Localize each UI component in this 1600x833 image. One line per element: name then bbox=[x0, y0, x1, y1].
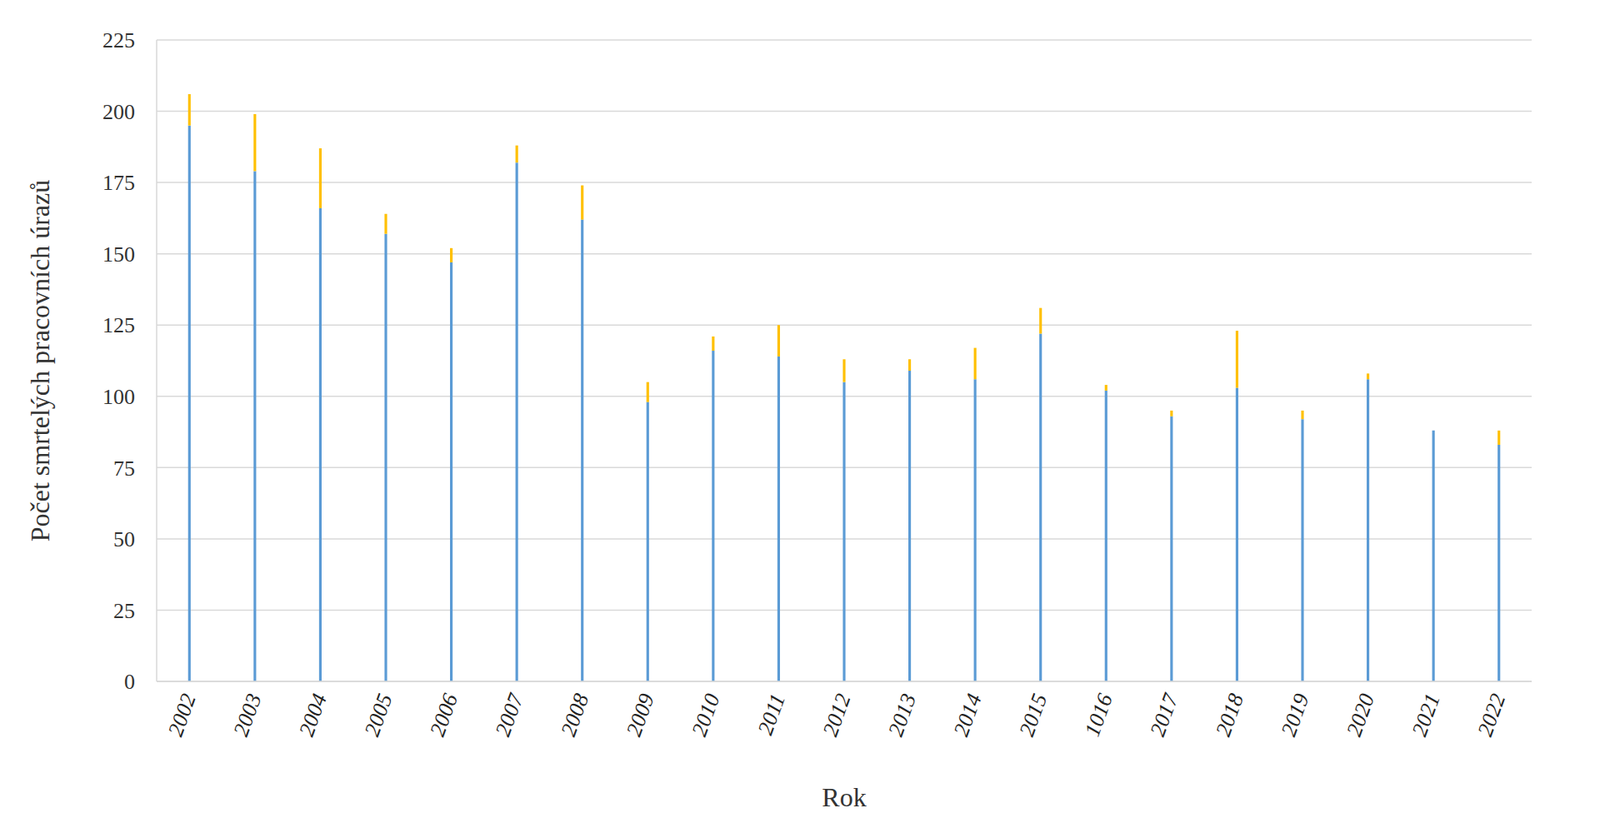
svg-text:150: 150 bbox=[102, 242, 135, 267]
svg-text:2009: 2009 bbox=[621, 690, 660, 740]
svg-text:2006: 2006 bbox=[425, 690, 463, 740]
svg-text:2018: 2018 bbox=[1210, 690, 1249, 740]
svg-text:200: 200 bbox=[102, 100, 135, 125]
svg-text:225: 225 bbox=[102, 28, 135, 53]
svg-text:2002: 2002 bbox=[163, 690, 201, 740]
svg-text:Rok: Rok bbox=[821, 782, 866, 813]
svg-text:2011: 2011 bbox=[753, 690, 790, 739]
svg-text:25: 25 bbox=[113, 599, 135, 624]
svg-text:2005: 2005 bbox=[360, 690, 398, 740]
svg-text:2004: 2004 bbox=[294, 690, 332, 740]
svg-text:2015: 2015 bbox=[1014, 690, 1052, 740]
svg-text:100: 100 bbox=[102, 385, 135, 410]
svg-text:2010: 2010 bbox=[686, 690, 725, 740]
svg-text:2021: 2021 bbox=[1407, 690, 1445, 740]
svg-text:50: 50 bbox=[113, 527, 135, 552]
svg-text:1016: 1016 bbox=[1080, 690, 1118, 740]
svg-text:2008: 2008 bbox=[555, 690, 594, 740]
svg-text:75: 75 bbox=[113, 456, 135, 481]
svg-text:2012: 2012 bbox=[818, 690, 856, 740]
svg-text:2003: 2003 bbox=[228, 690, 266, 740]
svg-text:2013: 2013 bbox=[883, 690, 921, 740]
svg-text:175: 175 bbox=[102, 170, 135, 195]
svg-text:2017: 2017 bbox=[1145, 690, 1183, 740]
svg-text:125: 125 bbox=[102, 313, 135, 338]
svg-text:2007: 2007 bbox=[490, 690, 529, 740]
svg-text:Počet smrtelých pracovních úra: Počet smrtelých pracovních úrazů bbox=[25, 180, 55, 543]
svg-text:2020: 2020 bbox=[1341, 690, 1380, 740]
svg-text:2019: 2019 bbox=[1276, 690, 1315, 740]
svg-text:2014: 2014 bbox=[949, 690, 987, 740]
svg-text:2022: 2022 bbox=[1472, 690, 1510, 740]
svg-text:0: 0 bbox=[124, 670, 135, 695]
